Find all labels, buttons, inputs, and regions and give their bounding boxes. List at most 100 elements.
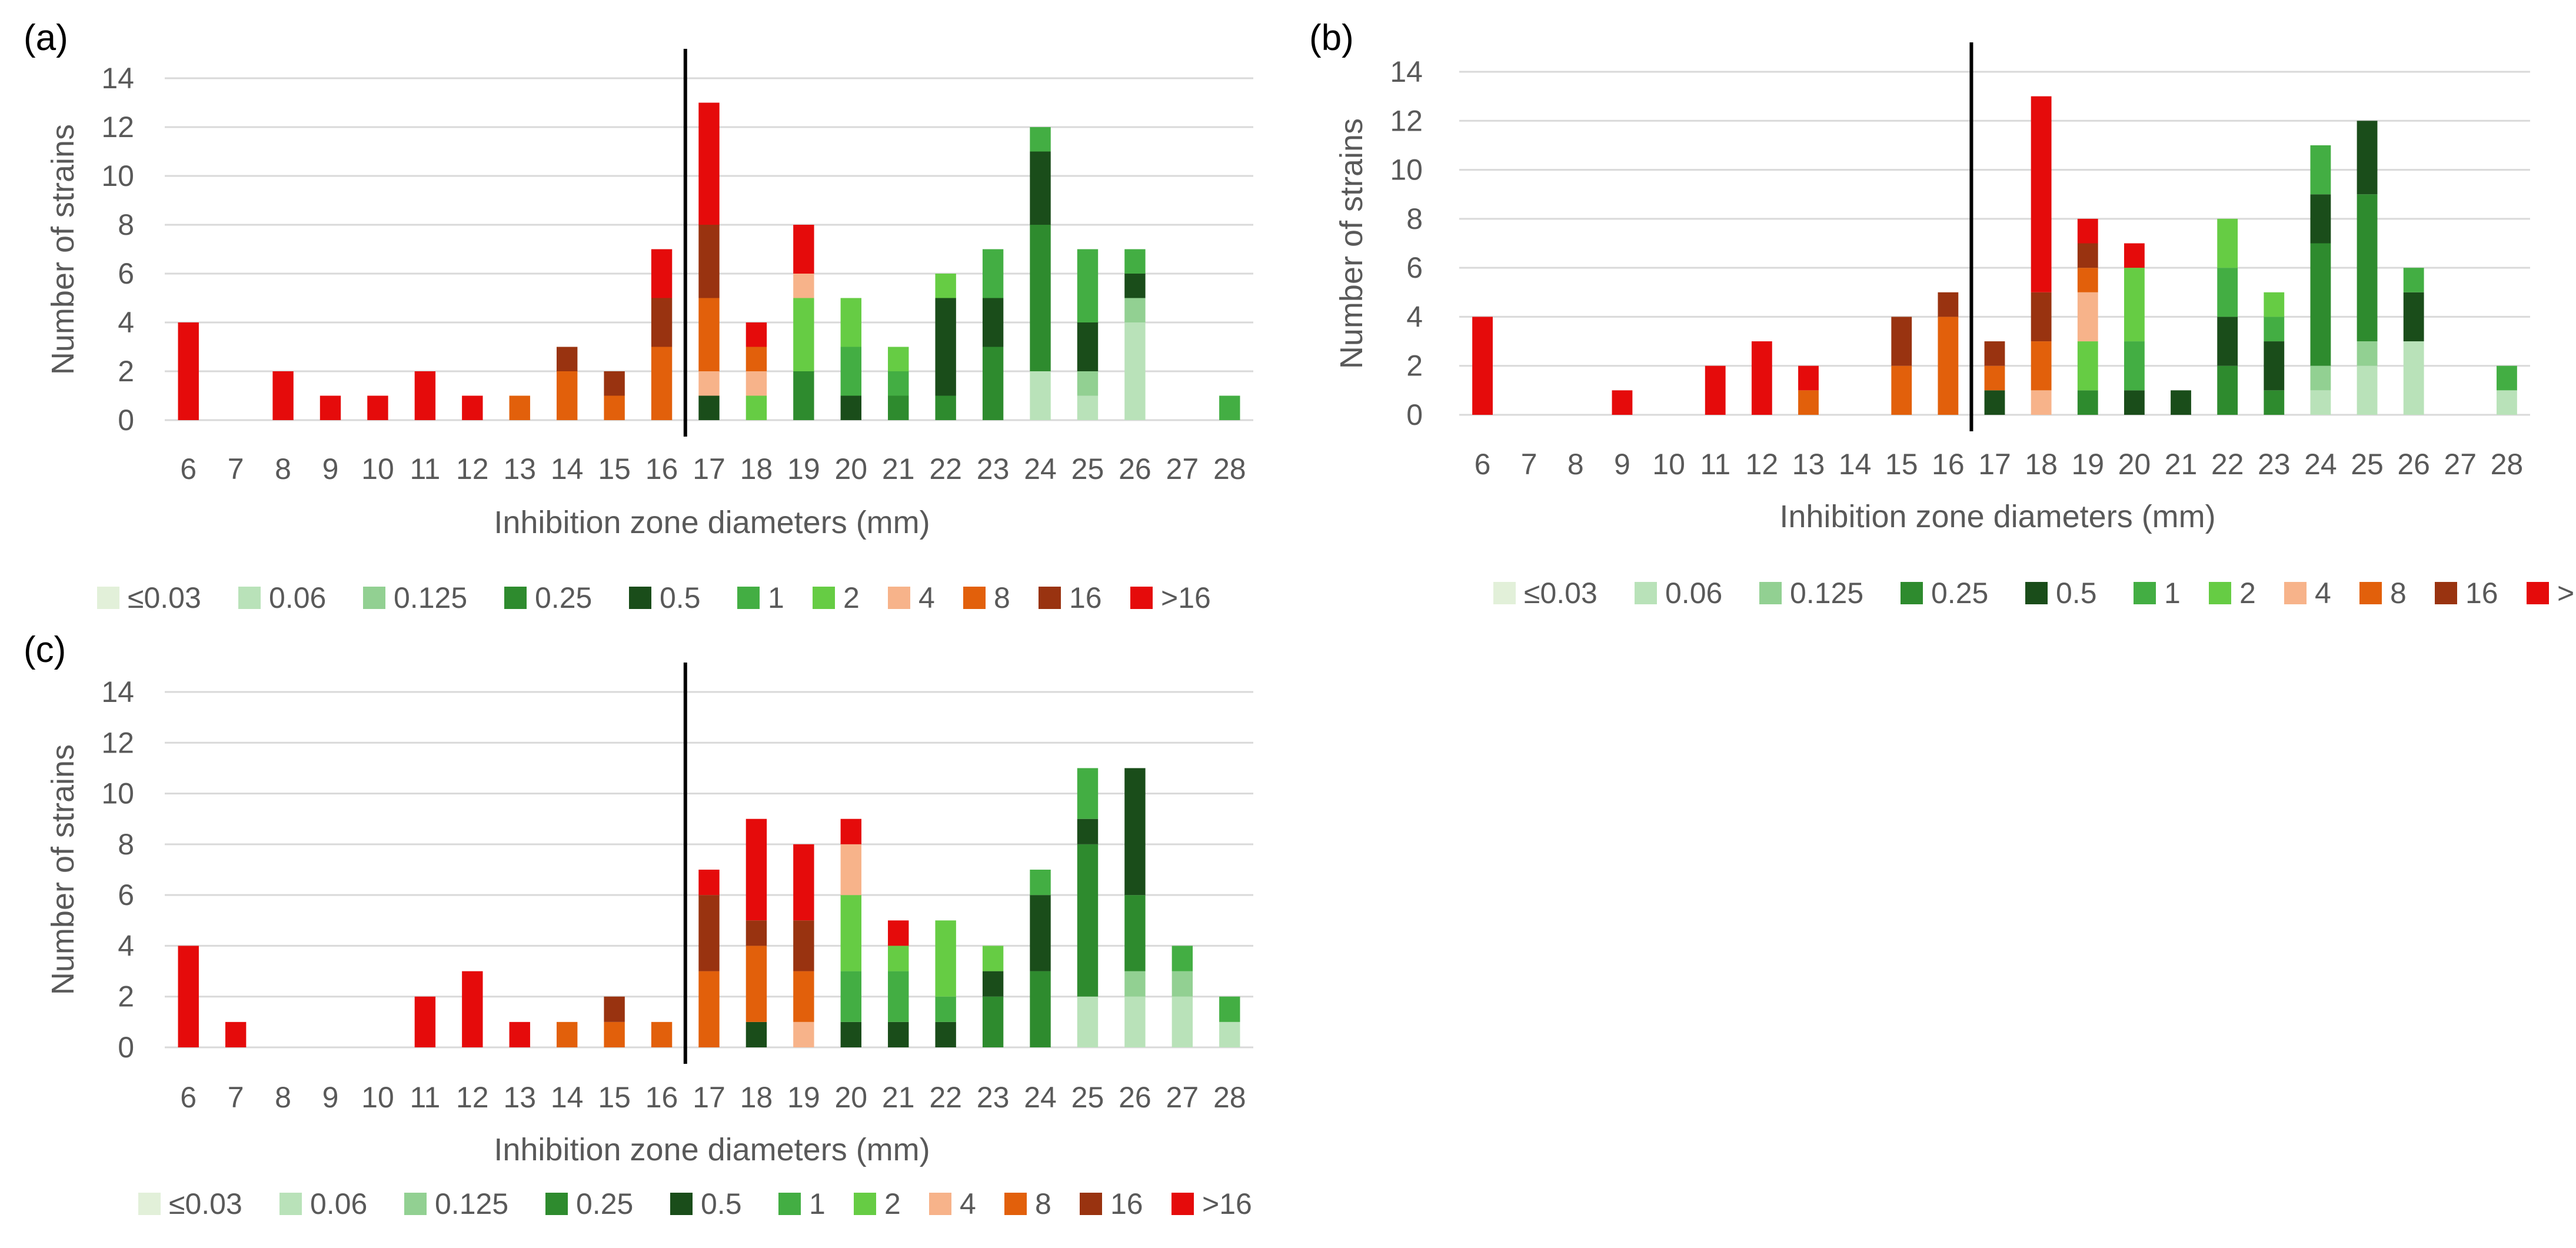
x-tick-label: 28 <box>2491 448 2524 481</box>
y-axis-title: Number of strains <box>45 124 81 375</box>
x-tick-label: 6 <box>180 452 197 485</box>
legend-swatch <box>1493 582 1516 604</box>
bar-segment <box>2310 194 2331 244</box>
x-tick-label: 6 <box>1475 448 1491 481</box>
bar-segment <box>1798 365 1819 391</box>
x-tick-label: 28 <box>1213 1081 1246 1114</box>
x-tick-label: 15 <box>598 1081 631 1114</box>
legend-item: 4 <box>929 1187 976 1220</box>
bar-segment <box>793 298 814 371</box>
y-tick-label: 8 <box>1406 202 1423 235</box>
legend-swatch <box>2025 582 2048 604</box>
bar-segment <box>1472 317 1493 415</box>
bar-segment <box>1030 151 1051 225</box>
bar-segment <box>698 298 720 371</box>
legend-label: 1 <box>768 581 784 614</box>
legend-label: 0.5 <box>660 581 701 614</box>
legend-label: 0.125 <box>394 581 467 614</box>
legend-item: 0.25 <box>1901 577 1988 610</box>
bar-segment <box>557 1021 578 1047</box>
bar-segment <box>793 844 814 921</box>
x-tick-label: 18 <box>740 1081 773 1114</box>
legend-label: 2 <box>843 581 860 614</box>
bar-segment <box>2497 365 2517 391</box>
bar-segment <box>698 225 720 298</box>
legend-label: 1 <box>2164 577 2181 610</box>
legend-swatch <box>97 587 119 609</box>
y-tick-label: 12 <box>101 111 134 144</box>
y-tick-label: 0 <box>1406 398 1423 431</box>
legend-swatch <box>929 1193 951 1215</box>
bar-segment <box>935 395 956 420</box>
y-tick-label: 2 <box>118 980 134 1013</box>
x-tick-label: 20 <box>834 452 867 485</box>
bar-segment <box>2264 292 2285 317</box>
bar-segment <box>745 946 767 1022</box>
legend-label: ≤0.03 <box>1524 577 1597 610</box>
x-tick-label: 14 <box>551 452 584 485</box>
bar-segment <box>2403 268 2424 292</box>
legend-swatch <box>238 587 261 609</box>
panel-label: (c) <box>24 630 66 670</box>
legend-item: 0.125 <box>1759 577 1863 610</box>
bar-segment <box>2124 268 2145 342</box>
x-tick-label: 7 <box>228 452 244 485</box>
y-tick-label: 0 <box>118 404 134 437</box>
x-tick-label: 18 <box>2025 448 2058 481</box>
bar-segment <box>982 971 1004 997</box>
bar-segment <box>1984 341 2005 366</box>
x-tick-label: 26 <box>1119 452 1151 485</box>
bar-segment <box>2031 96 2052 292</box>
legend-label: >16 <box>1202 1187 1252 1220</box>
x-tick-label: 10 <box>361 1081 394 1114</box>
legend-label: 8 <box>1035 1187 1051 1220</box>
x-tick-label: 14 <box>551 1081 584 1114</box>
legend-label: 4 <box>918 581 935 614</box>
bar-segment <box>1077 249 1099 322</box>
legend-label: 2 <box>2239 577 2256 610</box>
legend-swatch <box>778 1193 801 1215</box>
x-tick-label: 16 <box>645 1081 678 1114</box>
x-tick-label: 15 <box>598 452 631 485</box>
y-tick-label: 14 <box>101 675 134 708</box>
legend-item: 16 <box>1080 1187 1143 1220</box>
bar-segment <box>982 946 1004 971</box>
bar-segment <box>319 395 341 420</box>
bar-segment <box>840 971 861 1022</box>
bar-segment <box>2124 243 2145 268</box>
x-tick-label: 27 <box>1166 1081 1199 1114</box>
legend-swatch <box>1171 1193 1194 1215</box>
bar-segment <box>604 1021 625 1047</box>
bar-segment <box>2124 341 2145 391</box>
bar-segment <box>888 395 909 420</box>
legend-label: 0.5 <box>2056 577 2097 610</box>
legend-item: 16 <box>2435 577 2498 610</box>
bar-segment <box>414 371 436 420</box>
x-tick-label: 7 <box>228 1081 244 1114</box>
bar-segment <box>1077 844 1099 997</box>
bar-segment <box>178 946 199 1047</box>
bar-segment <box>2171 390 2191 415</box>
x-tick-label: 20 <box>834 1081 867 1114</box>
bar-segment <box>1077 395 1099 420</box>
legend-label: ≤0.03 <box>128 581 201 614</box>
bar-segment <box>651 347 673 420</box>
bar-segment <box>2264 317 2285 342</box>
x-tick-label: 24 <box>1024 1081 1057 1114</box>
bar-segment <box>462 395 483 420</box>
legend-label: 1 <box>809 1187 826 1220</box>
bar-segment <box>698 395 720 420</box>
x-axis-title: Inhibition zone diameters (mm) <box>494 1132 930 1167</box>
legend-swatch <box>545 1193 568 1215</box>
legend-item: 0.25 <box>545 1187 633 1220</box>
bar-segment <box>1219 395 1240 420</box>
bar-segment <box>888 371 909 396</box>
x-tick-label: 17 <box>693 452 725 485</box>
bar-segment <box>2031 292 2052 342</box>
bar-segment <box>982 347 1004 420</box>
bar-segment <box>935 1021 956 1047</box>
legend-label: 16 <box>1069 581 1102 614</box>
legend-item: ≤0.03 <box>1493 577 1597 610</box>
